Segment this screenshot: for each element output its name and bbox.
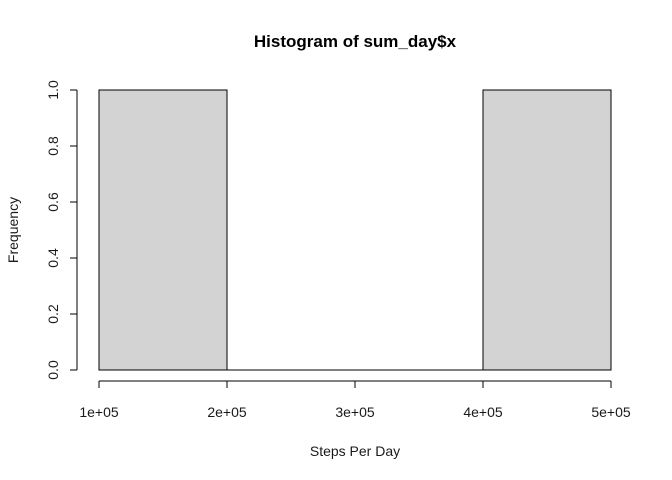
x-tick-label: 3e+05 [335, 404, 375, 420]
x-tick-label: 5e+05 [591, 404, 631, 420]
y-axis-label: Frequency [5, 197, 21, 263]
y-tick-label: 0.0 [45, 360, 61, 380]
x-axis-label: Steps Per Day [310, 443, 400, 459]
y-axis: 0.0 0.2 0.4 0.6 0.8 1.0 [45, 80, 78, 380]
y-tick-label: 0.4 [45, 248, 61, 268]
chart-title: Histogram of sum_day$x [254, 32, 457, 51]
x-tick-label: 4e+05 [463, 404, 503, 420]
x-axis: 1e+05 2e+05 3e+05 4e+05 5e+05 [79, 380, 631, 420]
histogram-bar-0 [98, 89, 228, 371]
y-tick-label: 0.8 [45, 136, 61, 156]
y-tick-label: 0.2 [45, 304, 61, 324]
histogram-bars [98, 89, 612, 371]
y-tick-label: 1.0 [45, 80, 61, 100]
y-tick-label: 0.6 [45, 192, 61, 212]
x-tick-label: 1e+05 [79, 404, 119, 420]
x-tick-label: 2e+05 [207, 404, 247, 420]
histogram-bar-3 [482, 89, 612, 371]
